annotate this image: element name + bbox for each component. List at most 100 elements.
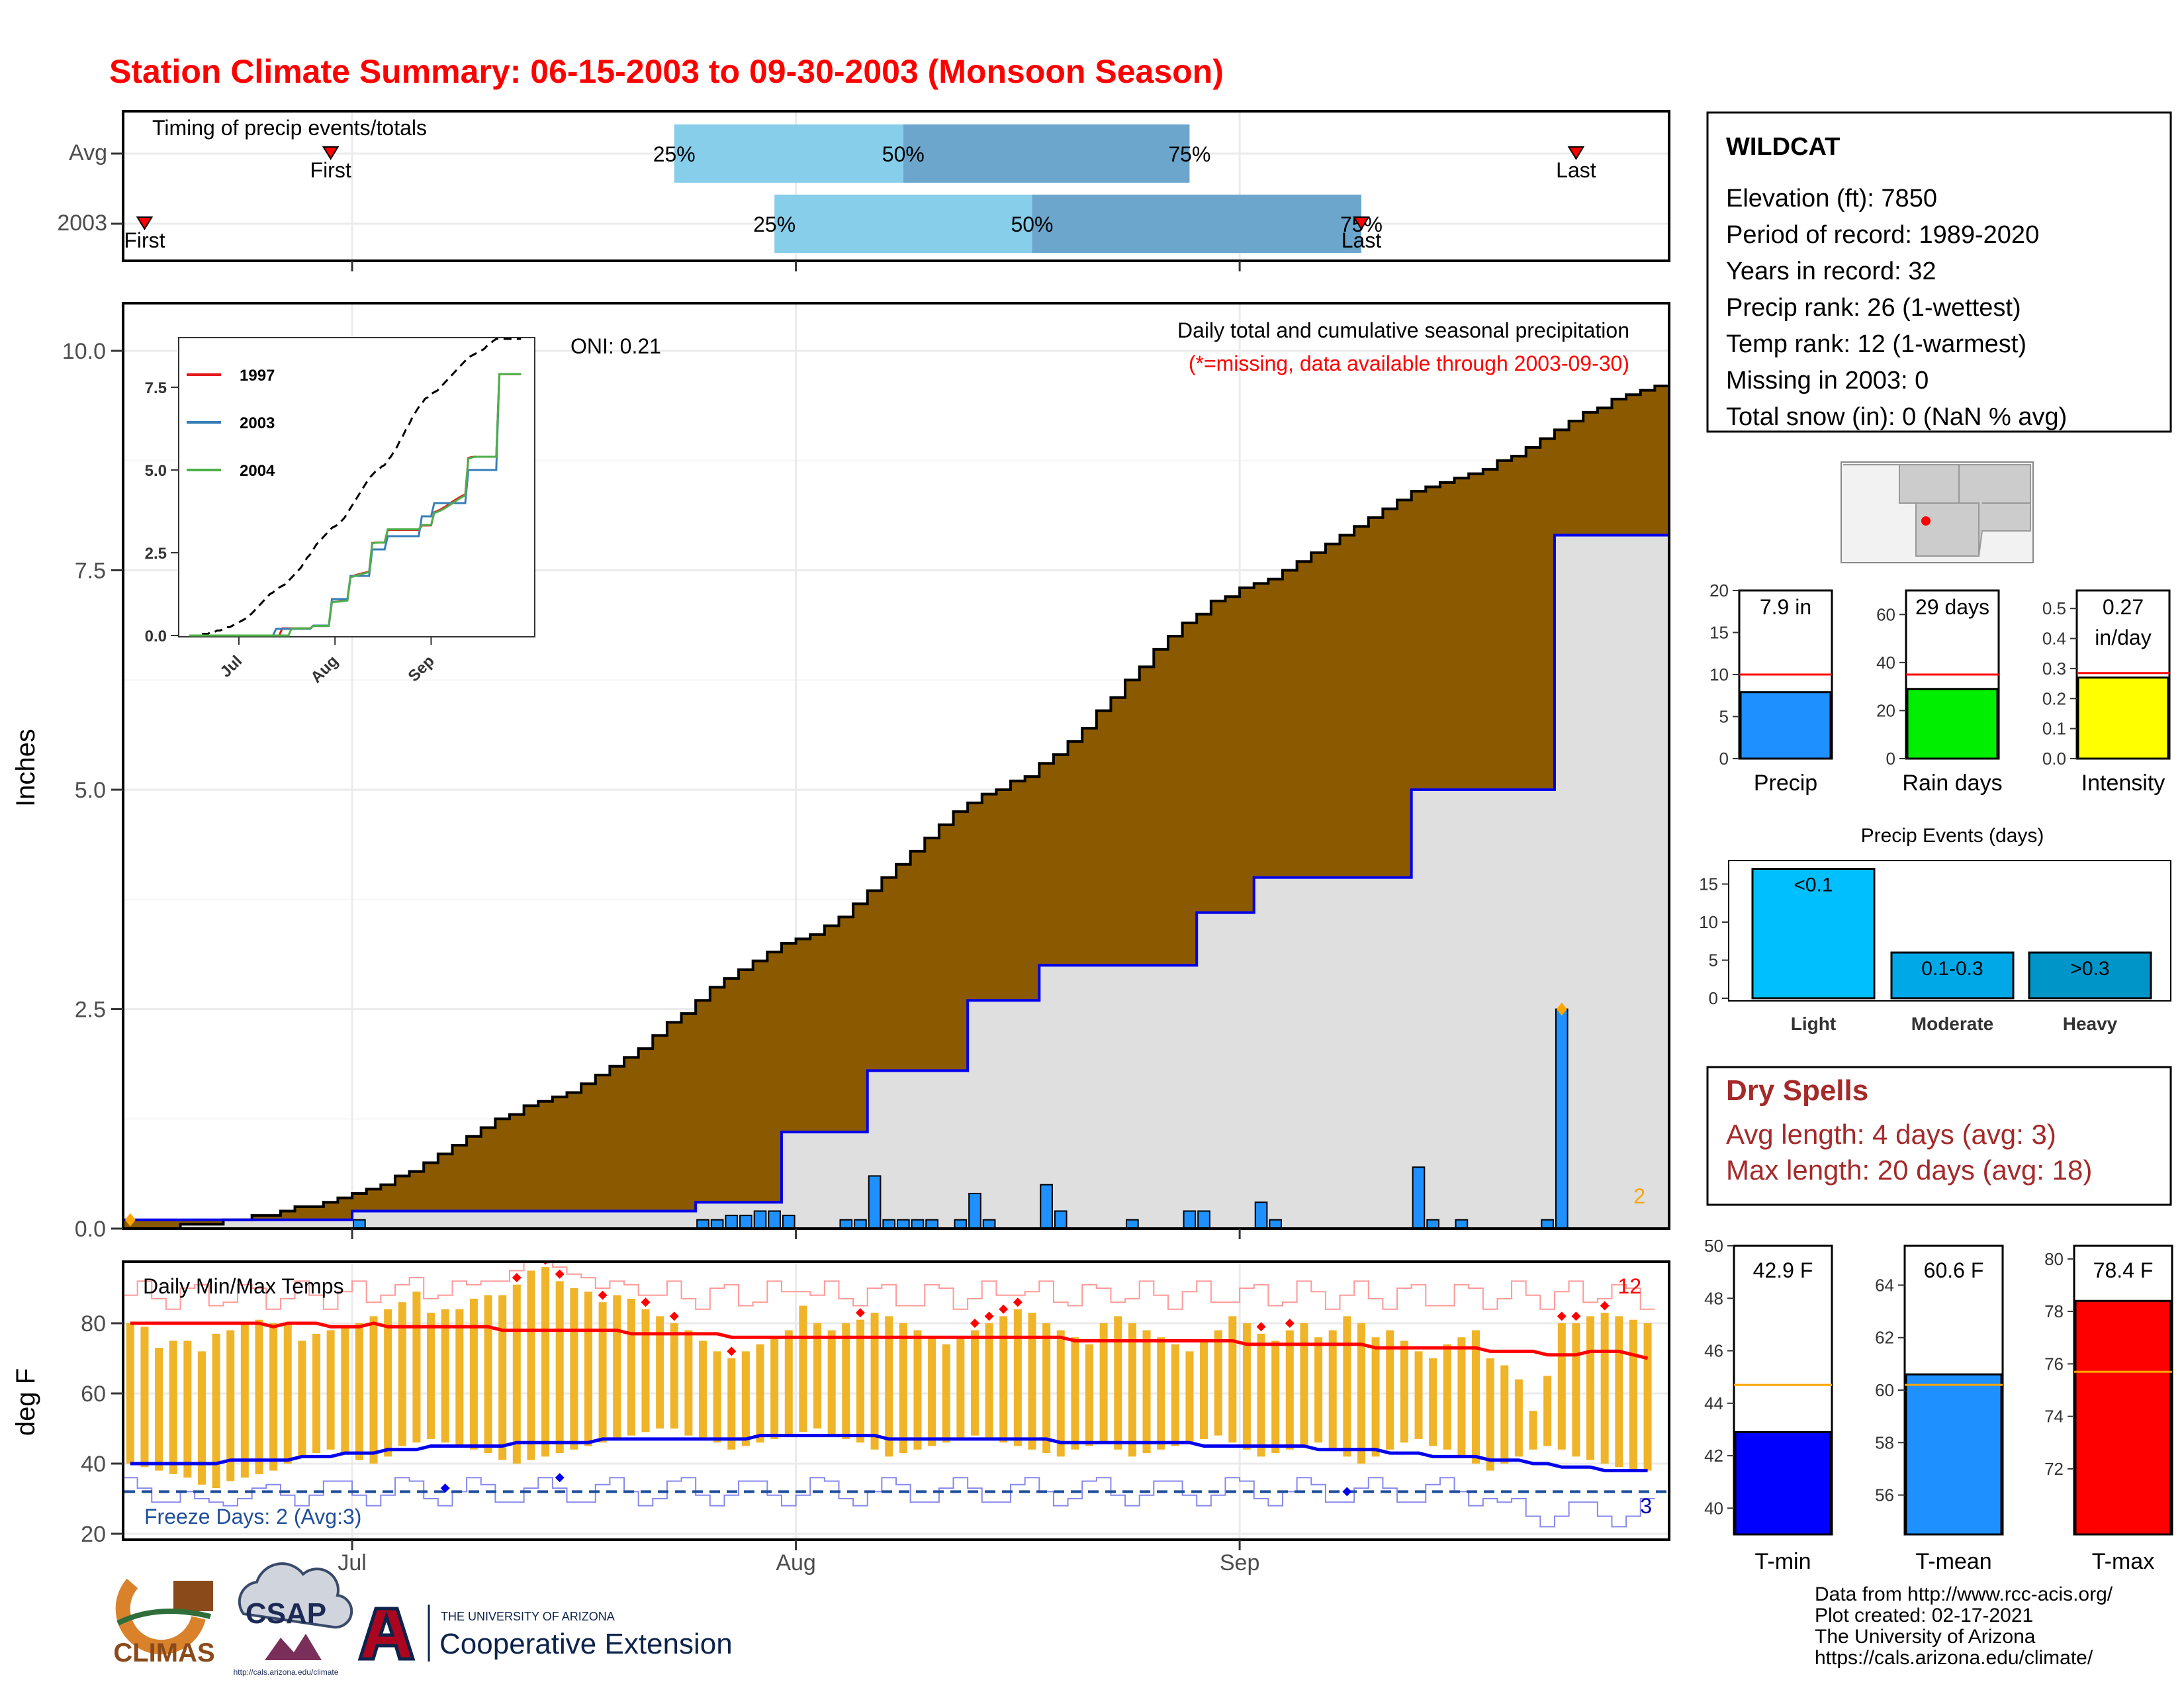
dry-spells-max: Max length: 20 days (avg: 18) — [1726, 1154, 2092, 1186]
daily-precip-bar — [739, 1215, 752, 1229]
daily-temp-bar — [1643, 1323, 1652, 1471]
events-category-label: Moderate — [1911, 1013, 1993, 1034]
inset-y-tick-label: 7.5 — [145, 379, 167, 397]
temp-summary-bars: 42.9 F T-min 40 42 44 46 48 50 60.6 F T-mean 56 58 6… — [1704, 1236, 2173, 1574]
inset-y-tick-label: 5.0 — [145, 462, 167, 480]
summary-tick-label: 20 — [1709, 581, 1729, 600]
precip-count-label: 2 — [1633, 1184, 1645, 1208]
daily-temp-bar — [1142, 1330, 1151, 1454]
summary-tick-label: 40 — [1876, 653, 1895, 673]
daily-temp-bar — [1371, 1337, 1380, 1457]
daily-temp-bar — [527, 1270, 535, 1460]
summary-value-text: 7.9 in — [1760, 595, 1811, 619]
precip-panel-title: Daily total and cumulative seasonal prec… — [1177, 318, 1629, 342]
temp-marks — [123, 1262, 1668, 1528]
temp-summary-tick-label: 76 — [2044, 1354, 2064, 1374]
timing-bar-25-50-yr — [774, 195, 1032, 253]
station-precip-rank: Precip rank: 26 (1-wettest) — [1726, 294, 2021, 322]
station-info-frame — [1706, 111, 2172, 433]
daily-temp-bar — [1514, 1379, 1523, 1457]
temp-summary-tick-label: 48 — [1704, 1288, 1723, 1308]
temp-summary-bar-T-min — [1734, 1430, 1832, 1536]
temp-ylabel: deg F — [11, 1368, 40, 1436]
precip-y-tick-label: 0.0 — [75, 1217, 106, 1242]
record-high-marker — [855, 1308, 865, 1318]
locator-map — [1841, 461, 2034, 563]
daily-temp-bar — [197, 1351, 206, 1485]
station-info-box: WILDCAT Elevation (ft): 7850 Period of r… — [1706, 111, 2172, 433]
temp-summary-tick-label: 78 — [2044, 1301, 2064, 1321]
temp-summary-label: T-mean — [1915, 1549, 1991, 1574]
daily-temp-bar — [1314, 1337, 1323, 1443]
csap-mountains — [265, 1634, 322, 1660]
temp-summary-tick-label: 80 — [2044, 1249, 2064, 1269]
daily-temp-bar — [1285, 1330, 1294, 1450]
summary-bar-Precip — [1739, 691, 1832, 760]
inset-y-tick-label: 2.5 — [145, 545, 167, 563]
daily-temp-bar — [1171, 1344, 1179, 1446]
footer-university: The University of Arizona — [1815, 1626, 2036, 1648]
temp-summary-tick-label: 64 — [1875, 1275, 1894, 1295]
daily-temp-bar — [283, 1323, 292, 1464]
precip-y-tick-label: 10.0 — [62, 339, 106, 364]
record-high-marker — [727, 1346, 737, 1356]
daily-temp-bar — [656, 1316, 664, 1429]
record-high-marker — [970, 1318, 979, 1328]
daily-precip-bar — [1183, 1210, 1197, 1229]
precip-frame — [122, 302, 1670, 1230]
record-high-marker — [1571, 1311, 1581, 1321]
average-cumulative-line — [123, 385, 1669, 1229]
daily-temp-bar — [412, 1291, 421, 1443]
summary-value-text: 0.27 — [2103, 595, 2144, 619]
timing-label-last-avg: Last — [1556, 158, 1596, 182]
daily-temp-bar — [341, 1327, 349, 1454]
summary-value-text: 29 days — [1915, 595, 1989, 619]
daily-temp-bar — [956, 1337, 965, 1439]
record-high-envelope — [123, 1262, 1655, 1310]
daily-precip-bar — [1197, 1210, 1210, 1229]
record-high-marker — [984, 1311, 994, 1321]
daily-temp-bar — [1242, 1323, 1251, 1450]
climas-logo: CLIMAS — [113, 1578, 215, 1667]
summary-tick-label: 60 — [1876, 604, 1895, 624]
record-high-marker — [1285, 1318, 1295, 1328]
temp-summary-tick-label: 74 — [2044, 1407, 2064, 1427]
daily-temp-bar — [598, 1302, 607, 1443]
daily-temp-bar — [1228, 1316, 1237, 1443]
daily-temp-bar — [613, 1295, 621, 1439]
record-high-marker — [999, 1304, 1009, 1314]
daily-temp-bar — [842, 1323, 850, 1439]
daily-temp-bar — [684, 1330, 693, 1436]
temp-summary-tick-label: 50 — [1704, 1236, 1723, 1256]
timing-marker-first-yr — [136, 216, 154, 230]
summary-tick-label: 0 — [1719, 749, 1729, 769]
temp-summary-tick-label: 46 — [1704, 1341, 1723, 1361]
summary-tick-label: 10 — [1709, 665, 1729, 684]
daily-temp-bar — [856, 1319, 864, 1443]
daily-temp-bar — [713, 1351, 721, 1443]
summary-tick-label: 0.5 — [2042, 598, 2066, 618]
ua-logo-a — [357, 1607, 416, 1661]
dry-spells-frame — [1706, 1066, 2172, 1206]
daily-temp-bar — [1214, 1330, 1222, 1436]
oni-label: ONI: 0.21 — [570, 334, 661, 358]
daily-temp-bar — [913, 1330, 922, 1450]
csap-url: http://cals.arizona.edu/climate — [234, 1667, 339, 1677]
locator-map-borders — [1916, 465, 2030, 556]
climas-logo-text: CLIMAS — [113, 1638, 214, 1667]
daily-temp-bar — [1443, 1344, 1451, 1450]
daily-temp-bar — [942, 1344, 950, 1443]
daily-temp-bar — [298, 1340, 306, 1457]
dry-spells-avg: Avg length: 4 days (avg: 3) — [1726, 1119, 2056, 1150]
observed-cumulative-line — [123, 534, 1669, 1221]
temp-summary-tick-label: 62 — [1875, 1328, 1894, 1348]
temp-y-tick-label: 40 — [81, 1452, 106, 1477]
daily-temp-bar — [541, 1267, 550, 1457]
daily-temp-bar — [498, 1295, 507, 1460]
timing-bar-25-50-avg — [674, 124, 903, 183]
daily-temp-bar — [1042, 1323, 1051, 1454]
timing-pct-label-avg: 50% — [882, 142, 925, 166]
precip-ylabel: Inches — [11, 729, 40, 807]
daily-temp-bar — [555, 1281, 564, 1454]
temp-panel-title: Daily Min/Max Temps — [143, 1274, 343, 1298]
